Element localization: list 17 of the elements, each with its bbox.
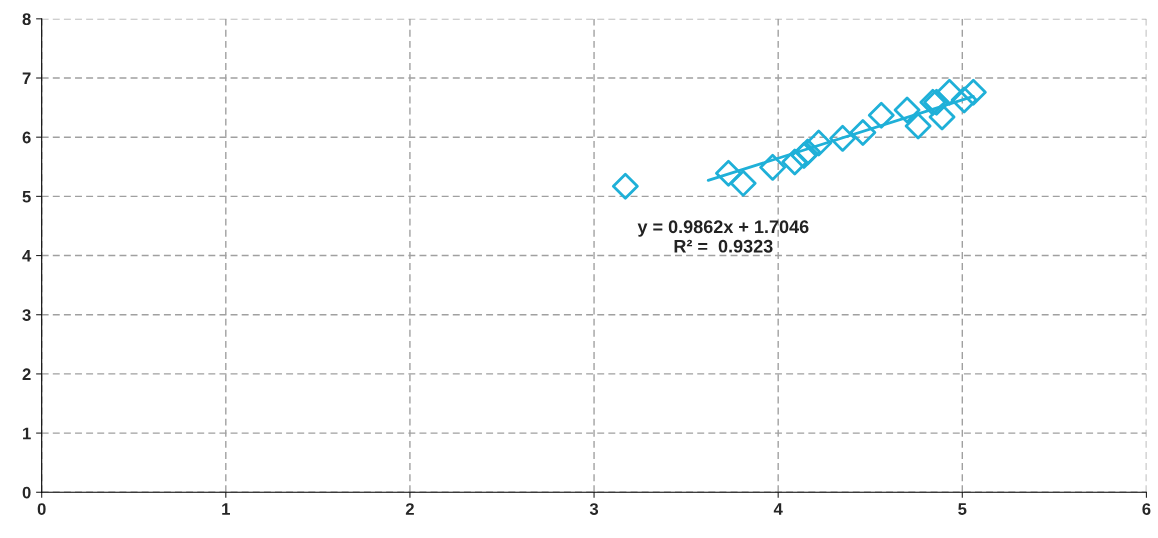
x-tick-label: 5	[958, 503, 967, 515]
annotation: y = 0.9862x + 1.7046 R² = 0.9323	[637, 220, 809, 253]
y-tick-label: 6	[22, 131, 31, 144]
y-tick-label: 4	[22, 250, 32, 262]
x-tick-label: 2	[405, 503, 414, 515]
y-tick-label: 1	[23, 427, 31, 440]
y-tick-label: 5	[22, 190, 31, 203]
y-tick-label: 0	[22, 486, 31, 499]
y-tick-label: 3	[22, 309, 31, 321]
x-tick-label: 6	[1142, 503, 1151, 515]
y-tick-label: 2	[22, 368, 31, 380]
y-tick-label: 7	[22, 72, 31, 85]
x-tick-label: 3	[589, 503, 599, 515]
x-tick-label: 4	[773, 503, 783, 515]
y-tick-label: 8	[22, 13, 31, 26]
x-tick-label: 1	[222, 503, 230, 515]
x-tick-label: 0	[37, 503, 46, 515]
